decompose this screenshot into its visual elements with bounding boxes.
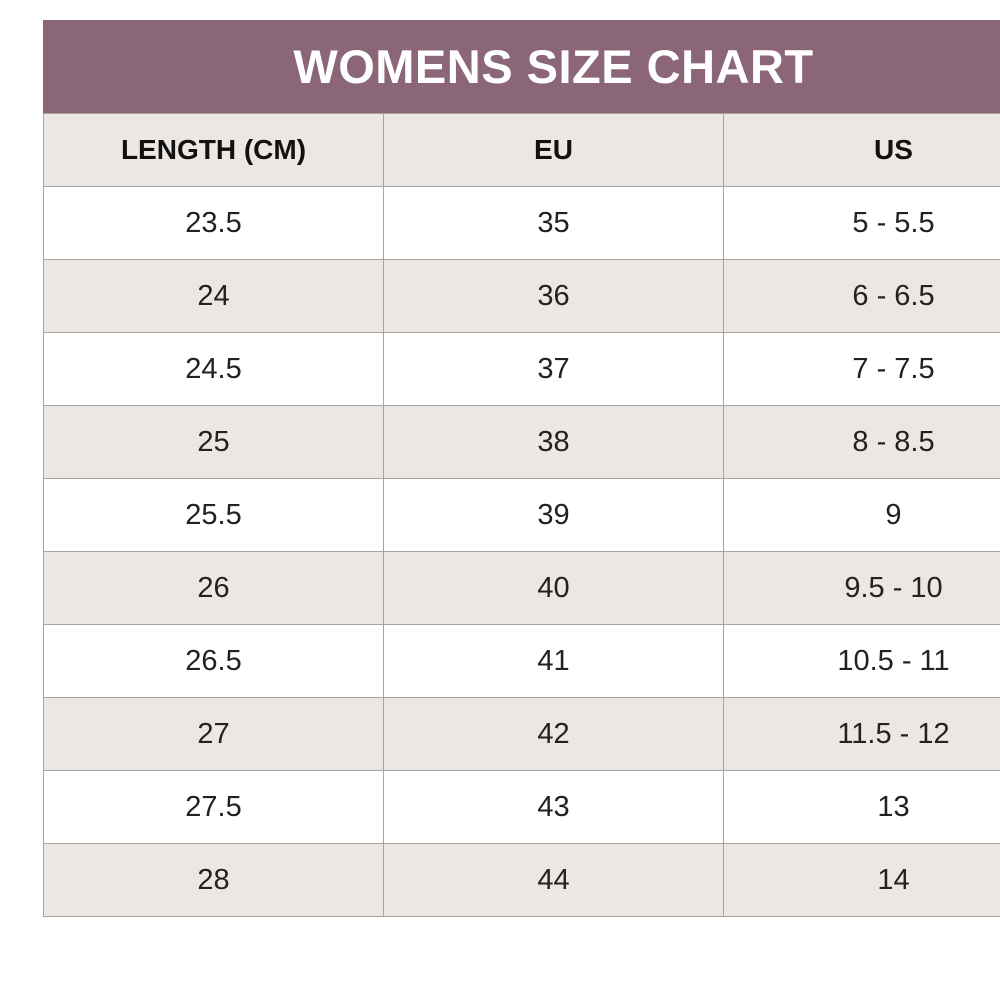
table-cell: 13 <box>723 770 1000 844</box>
table-row: 25.5 39 9 <box>43 478 1000 552</box>
table-cell: 36 <box>383 259 724 333</box>
size-table: LENGTH (CM) EU US 23.5 35 5 - 5.5 24 36 6 - 6.5… <box>43 113 1000 917</box>
table-body: 23.5 35 5 - 5.5 24 36 6 - 6.5 24.5 37 7 - 7.5 25 3… <box>43 186 1000 917</box>
table-cell: 14 <box>723 843 1000 917</box>
table-cell: 27 <box>43 697 384 771</box>
table-row: 28 44 14 <box>43 843 1000 917</box>
table-cell: 9.5 - 10 <box>723 551 1000 625</box>
table-row: 25 38 8 - 8.5 <box>43 405 1000 479</box>
table-cell: 37 <box>383 332 724 406</box>
table-cell: 7 - 7.5 <box>723 332 1000 406</box>
table-cell: 25 <box>43 405 384 479</box>
table-cell: 40 <box>383 551 724 625</box>
table-cell: 39 <box>383 478 724 552</box>
table-cell: 24.5 <box>43 332 384 406</box>
header-row: LENGTH (CM) EU US <box>43 113 1000 187</box>
table-cell: 24 <box>43 259 384 333</box>
size-chart: WOMENS SIZE CHART LENGTH (CM) EU US 23.5 35… <box>43 20 1000 917</box>
title: WOMENS SIZE CHART <box>293 40 814 93</box>
table-cell: 9 <box>723 478 1000 552</box>
table-cell: 38 <box>383 405 724 479</box>
table-cell: 28 <box>43 843 384 917</box>
table-cell: 25.5 <box>43 478 384 552</box>
table-row: 24.5 37 7 - 7.5 <box>43 332 1000 406</box>
table-cell: 27.5 <box>43 770 384 844</box>
table-cell: 5 - 5.5 <box>723 186 1000 260</box>
table-cell: 26.5 <box>43 624 384 698</box>
column-header: EU <box>383 113 724 187</box>
table-cell: 8 - 8.5 <box>723 405 1000 479</box>
title-bar: WOMENS SIZE CHART <box>43 20 1000 113</box>
table-row: 26.5 41 10.5 - 11 <box>43 624 1000 698</box>
table-cell: 42 <box>383 697 724 771</box>
table-row: 23.5 35 5 - 5.5 <box>43 186 1000 260</box>
table-cell: 44 <box>383 843 724 917</box>
column-header: LENGTH (CM) <box>43 113 384 187</box>
table-cell: 6 - 6.5 <box>723 259 1000 333</box>
column-header: US <box>723 113 1000 187</box>
table-row: 26 40 9.5 - 10 <box>43 551 1000 625</box>
table-row: 27.5 43 13 <box>43 770 1000 844</box>
table-row: 24 36 6 - 6.5 <box>43 259 1000 333</box>
table-cell: 41 <box>383 624 724 698</box>
table-cell: 11.5 - 12 <box>723 697 1000 771</box>
table-cell: 10.5 - 11 <box>723 624 1000 698</box>
table-cell: 43 <box>383 770 724 844</box>
table-cell: 35 <box>383 186 724 260</box>
table-cell: 26 <box>43 551 384 625</box>
table-row: 27 42 11.5 - 12 <box>43 697 1000 771</box>
table-cell: 23.5 <box>43 186 384 260</box>
